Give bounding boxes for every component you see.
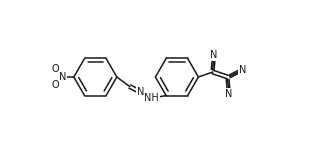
Text: N: N bbox=[59, 72, 67, 82]
Text: N: N bbox=[137, 87, 144, 97]
Text: N: N bbox=[210, 50, 217, 60]
Text: N: N bbox=[225, 89, 232, 99]
Text: O: O bbox=[52, 80, 59, 90]
Text: N: N bbox=[239, 65, 246, 75]
Text: O: O bbox=[52, 64, 59, 74]
Text: NH: NH bbox=[144, 93, 159, 103]
